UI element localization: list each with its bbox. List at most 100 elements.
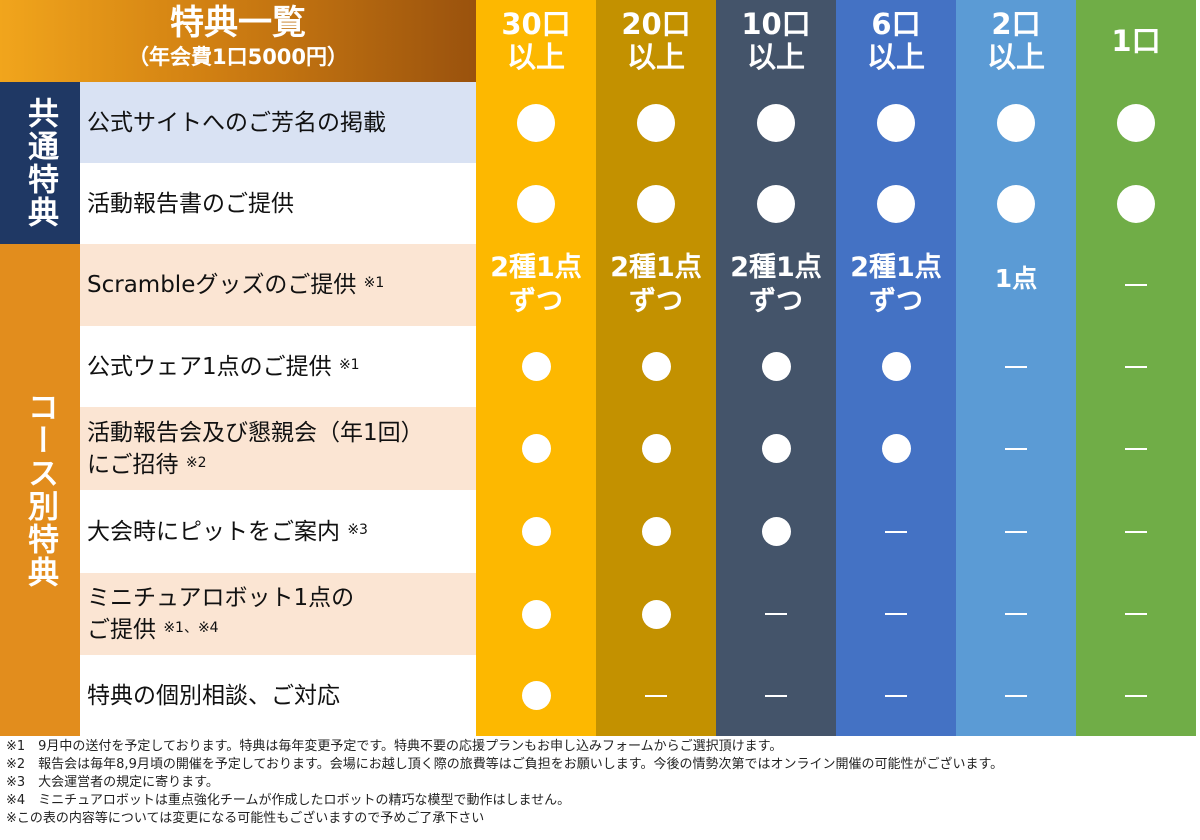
benefit-cell [716,82,836,163]
included-dot-icon [637,184,675,223]
not-included-dash-icon [1125,365,1147,368]
benefit-cell [716,573,836,655]
benefit-row-label: 活動報告会及び懇親会（年1回） にご招待 ※2 [80,407,476,490]
benefit-name: 大会時にピットをご案内 ※3 [87,516,368,548]
benefit-cell [836,573,956,655]
benefit-row-label: 公式ウェア1点のご提供 ※1 [80,326,476,407]
not-included-dash-icon [1005,613,1027,615]
not-included-dash-icon [1005,530,1027,533]
tier-label: 1口 [1111,23,1161,58]
benefit-cell [1076,573,1196,655]
benefit-quantity: 2種1点 ずつ [610,252,702,317]
benefit-cell [476,82,596,163]
included-dot-icon [761,517,791,546]
benefit-cell [836,655,956,736]
tier-header: 1口 [1076,0,1196,82]
tier-label-suffix: 以上 [986,40,1045,74]
benefit-cell: 2種1点 ずつ [596,244,716,326]
benefit-cell [476,163,596,244]
not-included-dash-icon [1005,365,1027,368]
benefit-name-text: 公式サイトへのご芳名の掲載 [87,109,386,136]
benefit-name-text: 活動報告書のご提供 [87,190,294,217]
not-included-dash-icon [1125,530,1147,533]
footnote-ref: ※1 [363,275,385,291]
benefit-cell [1076,82,1196,163]
not-included-dash-icon [1125,694,1147,697]
tier-label-suffix: 以上 [746,40,805,74]
footnote-ref: ※3 [347,521,368,538]
benefit-cell [956,490,1076,573]
tier-header: 10口 以上 [716,0,836,82]
included-dot-icon [1117,184,1155,223]
included-dot-icon [641,352,671,381]
tier-label-suffix: 以上 [506,40,565,74]
benefit-cell [956,326,1076,407]
tier-label-suffix: 以上 [626,40,685,74]
benefit-cell [1076,244,1196,326]
benefit-row-label: 大会時にピットをご案内 ※3 [80,490,476,573]
benefit-cell [476,326,596,407]
benefit-cell [956,407,1076,490]
benefit-cell [1076,655,1196,736]
benefit-cell [956,655,1076,736]
footnote-ref: ※1、※4 [163,620,219,636]
subtitle-text: （年会費1口5000円） [127,45,349,69]
benefit-cell: 1点 [956,244,1076,326]
included-dot-icon [641,434,671,463]
benefit-cell [596,82,716,163]
not-included-dash-icon [1125,613,1147,615]
benefit-cell [596,573,716,655]
not-included-dash-icon [1125,284,1147,286]
benefit-quantity: 1点 [994,264,1038,293]
benefit-cell [596,326,716,407]
not-included-dash-icon [645,694,667,697]
footnote-ref: ※1 [338,356,360,373]
benefit-cell [596,163,716,244]
tier-label: 20口 [621,7,691,41]
title-text: 特典一覧 [170,3,306,43]
benefit-cell [1076,407,1196,490]
benefit-row-label: 活動報告書のご提供 [80,163,476,244]
included-dot-icon [641,517,671,546]
footnote: ※2 報告会は毎年8,9月頃の開催を予定しております。会場にお越し頂く際の旅費等… [6,757,1004,772]
benefit-quantity: 2種1点 ずつ [850,252,942,317]
footnote-ref: ※2 [185,454,207,471]
benefit-cell: 2種1点 ずつ [836,244,956,326]
benefit-cell [476,490,596,573]
footnote: ※3 大会運営者の規定に寄ります。 [6,775,219,790]
benefit-cell [716,407,836,490]
tier-label: 30口 [501,7,571,41]
benefit-name-cont: にご招待 ※2 [87,449,424,481]
benefit-name-text: 活動報告会及び懇親会（年1回） [87,419,424,446]
benefit-cell [716,163,836,244]
benefit-row-label: Scrambleグッズのご提供 ※1 [80,244,476,326]
tier-label: 6口 [871,7,921,41]
benefit-name-text: 大会時にピットをご案内 [87,518,340,545]
included-dot-icon [997,184,1035,223]
benefit-row-label: 特典の個別相談、ご対応 [80,655,476,736]
tier-header: 2口 以上 [956,0,1076,82]
not-included-dash-icon [1125,447,1147,450]
benefit-row-label: 公式サイトへのご芳名の掲載 [80,82,476,163]
benefit-name: 公式サイトへのご芳名の掲載 [87,107,386,139]
included-dot-icon [881,434,911,463]
included-dot-icon [521,352,551,381]
benefit-cell [596,407,716,490]
footnote: ※4 ミニチュアロボットは重点強化チームが作成したロボットの精巧な模型で動作はし… [6,793,571,808]
benefit-cell: 2種1点 ずつ [716,244,836,326]
footnote: ※1 9月中の送付を予定しております。特典は毎年変更予定です。特典不要の応援プラ… [6,739,783,754]
included-dot-icon [877,103,915,142]
included-dot-icon [881,352,911,381]
benefit-quantity: 2種1点 ずつ [730,252,822,317]
benefit-row-label: ミニチュアロボット1点の ご提供 ※1、※4 [80,573,476,655]
benefit-name-text: 特典の個別相談、ご対応 [87,682,340,709]
benefit-cell [716,326,836,407]
benefit-name-text: 公式ウェア1点のご提供 [87,353,332,380]
benefit-name-text: ミニチュアロボット1点の [87,585,355,611]
included-dot-icon [761,434,791,463]
included-dot-icon [641,599,671,629]
benefit-name: 公式ウェア1点のご提供 ※1 [87,351,360,383]
not-included-dash-icon [765,613,787,615]
benefit-quantity: 2種1点 ずつ [490,252,582,317]
